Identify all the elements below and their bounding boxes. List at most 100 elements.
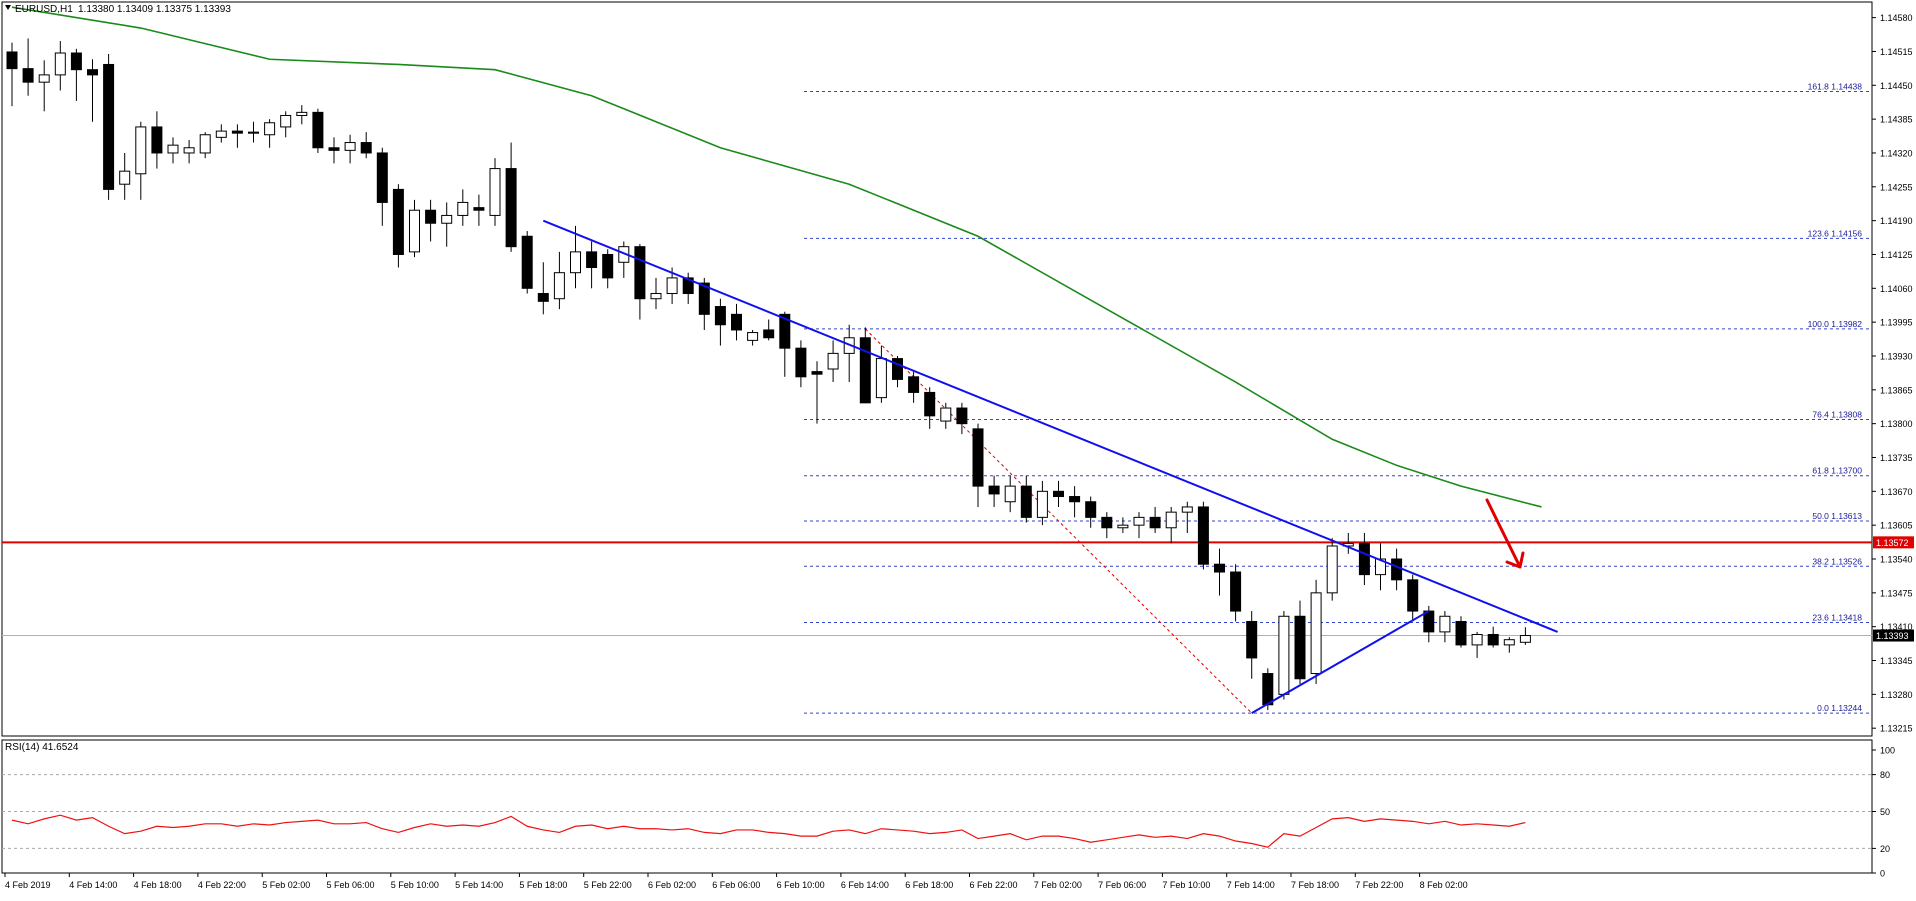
price-tick-label: 1.13540	[1880, 555, 1913, 565]
price-tick-label: 1.14450	[1880, 81, 1913, 91]
time-tick-label: 6 Feb 02:00	[648, 880, 696, 890]
resistance-price-tag	[1873, 536, 1914, 549]
time-tick-label: 5 Feb 06:00	[327, 880, 375, 890]
bear-candle	[70, 52, 82, 71]
time-tick-label: 4 Feb 14:00	[69, 880, 117, 890]
price-tick-label: 1.13670	[1880, 487, 1913, 497]
time-tick-label: 4 Feb 18:00	[134, 880, 182, 890]
bear-candle	[682, 277, 694, 295]
time-tick-label: 5 Feb 22:00	[584, 880, 632, 890]
price-tick-label: 1.13605	[1880, 521, 1913, 531]
bear-candle	[731, 313, 742, 331]
bear-candle	[779, 313, 791, 349]
bear-candle	[1085, 501, 1097, 518]
time-tick-label: 6 Feb 06:00	[712, 880, 760, 890]
price-tick-label: 1.14385	[1880, 115, 1913, 125]
fib-level-label: 100.0 1.13982	[1808, 319, 1863, 329]
rsi-tick-label: 80	[1880, 770, 1890, 780]
rsi-title: RSI(14) 41.6524	[5, 742, 79, 753]
moving-average-line	[11, 6, 1542, 508]
bear-candle	[22, 68, 34, 83]
bull-candle	[296, 111, 308, 116]
symbol-title: EURUSD,H1	[15, 4, 73, 15]
bear-candle	[376, 152, 388, 203]
bull-candle	[747, 332, 759, 341]
bear-candle	[328, 147, 340, 151]
time-tick-label: 5 Feb 02:00	[262, 880, 310, 890]
bull-candle	[199, 134, 211, 154]
rsi-tick-label: 100	[1880, 746, 1895, 756]
bear-candle	[1358, 542, 1370, 576]
collapse-triangle-icon[interactable]	[5, 5, 11, 10]
price-tick-label: 1.13345	[1880, 656, 1913, 666]
bull-candle	[1036, 490, 1048, 518]
bear-candle	[87, 69, 98, 76]
bear-candle	[312, 111, 324, 149]
bull-candle	[1471, 633, 1483, 646]
price-tick-label: 1.13800	[1880, 419, 1913, 429]
time-tick-label: 8 Feb 02:00	[1420, 880, 1468, 890]
price-tick-label: 1.13475	[1880, 588, 1913, 598]
price-tick-label: 1.13410	[1880, 622, 1913, 632]
bull-candle	[489, 168, 501, 216]
price-tick-label: 1.13735	[1880, 453, 1913, 463]
bear-candle	[811, 371, 823, 375]
time-tick-label: 6 Feb 10:00	[777, 880, 825, 890]
fib-level-label: 50.0 1.13613	[1812, 511, 1862, 521]
bull-candle	[457, 201, 469, 216]
bull-candle	[409, 209, 420, 253]
bear-candle	[473, 207, 485, 211]
bear-candle	[1069, 496, 1081, 503]
time-tick-label: 7 Feb 06:00	[1098, 880, 1146, 890]
bull-candle	[1004, 485, 1016, 503]
bull-candle	[1326, 545, 1338, 594]
bear-candle	[1053, 490, 1064, 498]
current-price-label: 1.13393	[1876, 631, 1909, 641]
bear-candle	[392, 188, 404, 255]
bear-candle	[602, 253, 614, 279]
bear-candle	[1230, 571, 1242, 612]
bull-candle	[441, 214, 453, 224]
price-tick-label: 1.14060	[1880, 284, 1913, 294]
fib-level-label: 123.6 1.14156	[1808, 228, 1863, 238]
time-tick-label: 6 Feb 14:00	[841, 880, 889, 890]
price-tick-label: 1.14320	[1880, 148, 1913, 158]
price-pane-frame	[1, 1, 1873, 737]
bull-candle	[1439, 615, 1451, 633]
fib-level-label: 161.8 1.14438	[1808, 82, 1863, 92]
bull-candle	[38, 74, 50, 83]
bear-candle	[537, 293, 549, 302]
current-price-tag	[1873, 629, 1914, 642]
bear-candle	[231, 130, 243, 134]
time-tick-label: 5 Feb 18:00	[519, 880, 567, 890]
price-tick-label: 1.13865	[1880, 385, 1913, 395]
bull-candle	[54, 52, 66, 76]
time-tick-label: 7 Feb 22:00	[1355, 880, 1403, 890]
bear-candle	[956, 407, 968, 425]
bear-candle	[1391, 558, 1403, 581]
rsi-line	[11, 814, 1526, 848]
bear-candle	[698, 282, 710, 315]
bull-candle	[666, 277, 678, 295]
bear-candle	[360, 142, 372, 154]
bear-candle	[988, 485, 1000, 495]
time-tick-label: 7 Feb 18:00	[1291, 880, 1339, 890]
bull-candle	[1165, 511, 1177, 529]
rsi-pane-frame	[1, 739, 1873, 874]
price-tick-label: 1.14580	[1880, 13, 1913, 23]
rising-support-line[interactable]	[1251, 610, 1430, 714]
price-tick-label: 1.13995	[1880, 318, 1913, 328]
price-tick-label: 1.14515	[1880, 47, 1913, 57]
bear-candle	[103, 63, 115, 190]
time-tick-label: 4 Feb 2019	[5, 880, 51, 890]
fib-level-label: 23.6 1.13418	[1812, 613, 1862, 623]
bull-candle	[215, 130, 227, 138]
bull-candle	[940, 407, 952, 422]
bear-candle	[1294, 615, 1306, 680]
time-tick-label: 5 Feb 10:00	[391, 880, 439, 890]
ohlc-readout: 1.13380 1.13409 1.13375 1.13393	[78, 4, 231, 15]
bear-candle	[634, 246, 646, 300]
bearish-trend-line[interactable]	[542, 219, 1558, 633]
bear-candle	[505, 168, 517, 248]
